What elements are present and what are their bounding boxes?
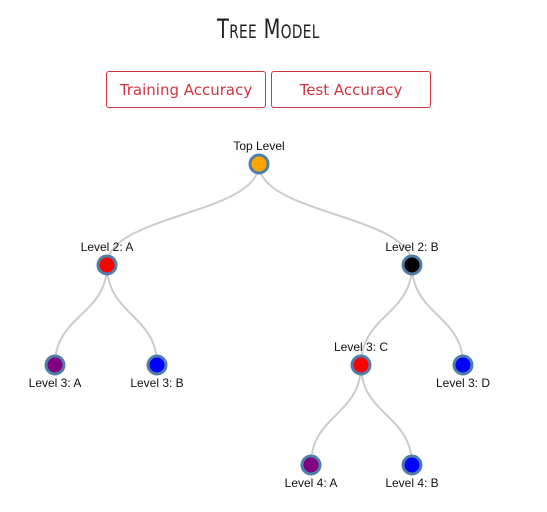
tree-nodes: Top Level Level 2: A Level 2: B Level 3: A L… bbox=[29, 139, 491, 490]
training-accuracy-button[interactable]: Training Accuracy bbox=[106, 71, 266, 108]
tree-node-l2b[interactable]: Level 2: B bbox=[385, 240, 439, 276]
tree-link-top-l2a bbox=[106, 163, 260, 266]
tree-node-circle[interactable] bbox=[350, 354, 372, 376]
tree-link-l2b-l3c bbox=[360, 264, 413, 366]
tree-node-circle[interactable] bbox=[401, 254, 423, 276]
tree-node-l3b[interactable]: Level 3: B bbox=[130, 354, 184, 390]
tree-node-label: Level 4: A bbox=[285, 476, 338, 490]
tree-node-l4b[interactable]: Level 4: B bbox=[385, 454, 439, 490]
tree-node-circle[interactable] bbox=[44, 354, 66, 376]
test-accuracy-button[interactable]: Test Accuracy bbox=[271, 71, 431, 108]
tree-node-circle[interactable] bbox=[300, 454, 322, 476]
tree-node-label: Level 3: D bbox=[436, 376, 490, 390]
tree-link-l2a-l3b bbox=[106, 264, 158, 366]
tree-node-label: Level 3: C bbox=[334, 340, 388, 354]
page-title: Tree Model bbox=[216, 14, 320, 45]
tree-link-top-l2b bbox=[258, 163, 413, 266]
tree-node-label: Level 4: B bbox=[385, 476, 438, 490]
tree-node-label: Level 2: B bbox=[385, 240, 438, 254]
tree-link-l2a-l3a bbox=[54, 264, 108, 366]
tree-link-l3c-l4b bbox=[360, 364, 413, 466]
tree-links bbox=[54, 163, 464, 466]
tree-node-circle[interactable] bbox=[401, 454, 423, 476]
tree-node-circle[interactable] bbox=[248, 153, 270, 175]
tree-node-l3d[interactable]: Level 3: D bbox=[436, 354, 490, 390]
tree-node-circle[interactable] bbox=[96, 254, 118, 276]
tree-node-circle[interactable] bbox=[452, 354, 474, 376]
tree-link-l3c-l4a bbox=[310, 364, 362, 466]
tree-node-label: Level 3: B bbox=[130, 376, 183, 390]
tree-node-top[interactable]: Top Level bbox=[233, 139, 285, 175]
tree-node-label: Top Level bbox=[233, 139, 284, 153]
tree-node-label: Level 2: A bbox=[81, 240, 134, 254]
tree-link-l2b-l3d bbox=[411, 264, 464, 366]
tree-node-label: Level 3: A bbox=[29, 376, 82, 390]
tree-node-l3c[interactable]: Level 3: C bbox=[334, 340, 388, 376]
tree-node-l3a[interactable]: Level 3: A bbox=[29, 354, 82, 390]
tree-node-l4a[interactable]: Level 4: A bbox=[285, 454, 338, 490]
tree-node-circle[interactable] bbox=[146, 354, 168, 376]
tree-node-l2a[interactable]: Level 2: A bbox=[81, 240, 134, 276]
